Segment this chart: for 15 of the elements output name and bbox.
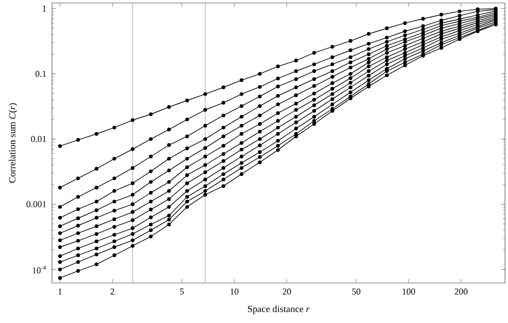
x-tick-label: 5 — [180, 288, 184, 295]
x-tick-label: 10 — [230, 288, 238, 295]
y-tick-label: 10$^{-4}$ — [32, 266, 46, 274]
y-tick-label: 0.001 — [26, 201, 46, 208]
x-tick-label: 2 — [110, 288, 114, 294]
x-tick-label: 50 — [352, 288, 360, 295]
y-tick-label: 0.1 — [36, 70, 46, 77]
x-tick-label: 100 — [402, 288, 416, 295]
x-tick-label: 200 — [454, 288, 468, 295]
x-axis-title: Space distance r — [248, 305, 310, 314]
y-axis-title: Correlation sum C(r) — [8, 103, 18, 183]
x-tick-label: 20 — [282, 288, 291, 295]
x-tick-label: 1 — [58, 288, 62, 294]
y-tick-label: 1 — [42, 6, 46, 12]
y-tick-label: 0.01 — [31, 136, 46, 142]
